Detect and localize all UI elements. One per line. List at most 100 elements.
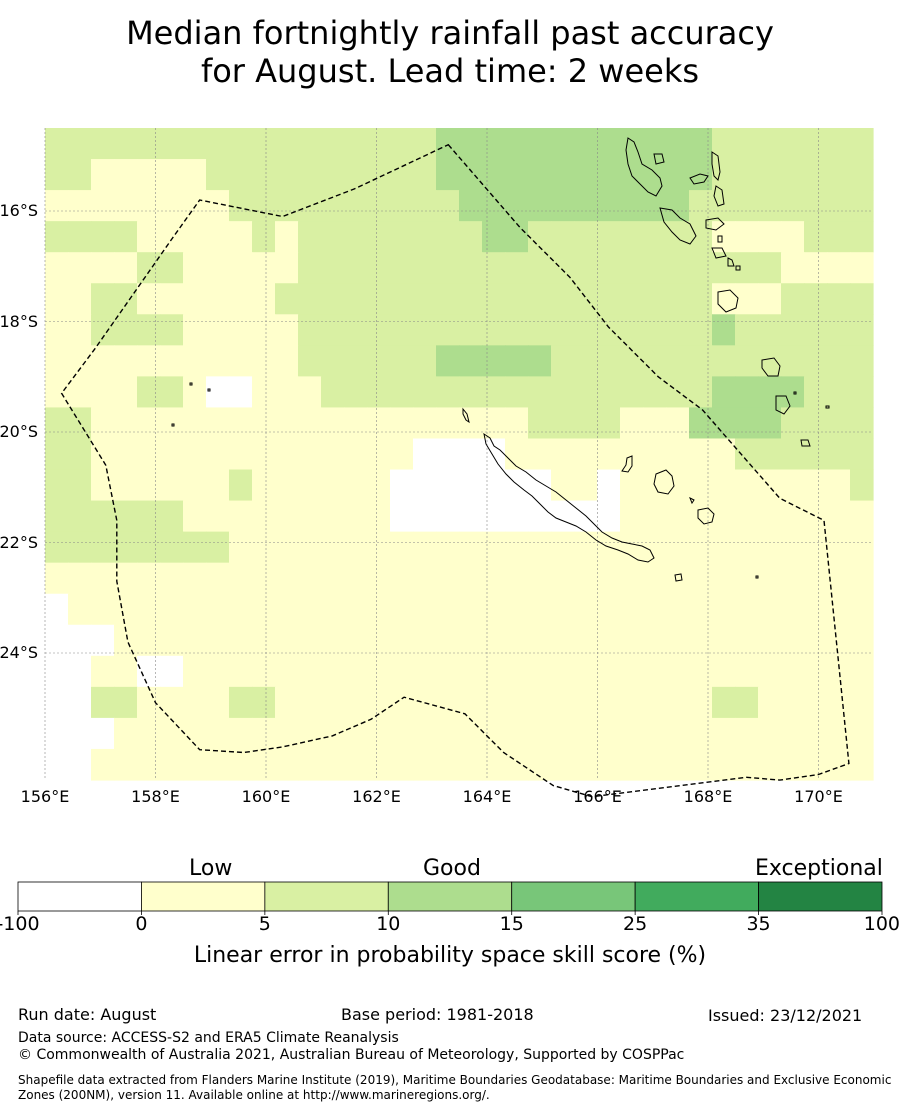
grid-cell bbox=[620, 655, 644, 688]
skill-score-grid bbox=[45, 128, 874, 781]
grid-cell bbox=[551, 655, 575, 688]
grid-cell bbox=[804, 190, 828, 222]
grid-cell bbox=[275, 593, 299, 626]
grid-cell bbox=[597, 159, 621, 191]
grid-cell bbox=[482, 593, 506, 626]
grid-cell bbox=[505, 655, 529, 688]
category-low: Low bbox=[189, 856, 233, 881]
grid-cell bbox=[850, 407, 874, 440]
grid-cell bbox=[827, 314, 851, 346]
grid-cell bbox=[712, 159, 736, 191]
grid-cell bbox=[528, 314, 552, 346]
grid-cell bbox=[206, 252, 230, 284]
colorbar-tick-label: 10 bbox=[376, 913, 401, 935]
latitude-label: 18°S bbox=[0, 311, 38, 331]
grid-cell bbox=[758, 562, 782, 595]
grid-cell bbox=[781, 283, 805, 315]
grid-cell bbox=[643, 531, 667, 564]
grid-cell bbox=[298, 159, 322, 191]
grid-cell bbox=[620, 128, 644, 160]
grid-cell bbox=[183, 252, 207, 284]
grid-cell bbox=[597, 376, 621, 409]
grid-cell bbox=[275, 500, 299, 533]
grid-cell bbox=[45, 345, 69, 377]
grid-cell bbox=[712, 376, 736, 409]
grid-cell bbox=[91, 190, 115, 222]
grid-cell bbox=[229, 500, 253, 533]
colorbar-segment bbox=[511, 881, 636, 912]
grid-cell bbox=[183, 593, 207, 626]
grid-cell bbox=[114, 128, 138, 160]
grid-cell bbox=[781, 190, 805, 222]
grid-cell bbox=[574, 252, 598, 284]
grid-cell bbox=[712, 686, 736, 719]
grid-cell bbox=[229, 562, 253, 595]
grid-cell bbox=[321, 190, 345, 222]
grid-cell bbox=[91, 469, 115, 502]
grid-cell bbox=[643, 717, 667, 750]
grid-cell bbox=[114, 469, 138, 502]
grid-cell bbox=[298, 283, 322, 315]
grid-cell bbox=[758, 376, 782, 409]
grid-cell bbox=[735, 283, 759, 315]
grid-cell bbox=[183, 376, 207, 409]
grid-cell bbox=[160, 314, 184, 346]
grid-cell bbox=[275, 159, 299, 191]
grid-cell bbox=[160, 221, 184, 253]
grid-cell bbox=[781, 469, 805, 502]
grid-cell bbox=[666, 686, 690, 719]
grid-cell bbox=[413, 438, 437, 471]
grid-cell bbox=[528, 562, 552, 595]
grid-cell bbox=[413, 717, 437, 750]
grid-cell bbox=[413, 283, 437, 315]
grid-cell bbox=[252, 748, 276, 781]
grid-cell bbox=[137, 159, 161, 191]
grid-cell bbox=[620, 686, 644, 719]
grid-cell bbox=[482, 531, 506, 564]
grid-cell bbox=[413, 500, 437, 533]
grid-cell bbox=[735, 593, 759, 626]
grid-cell bbox=[321, 748, 345, 781]
grid-cell bbox=[160, 624, 184, 657]
grid-cell bbox=[735, 562, 759, 595]
grid-cell bbox=[505, 376, 529, 409]
grid-cell bbox=[436, 624, 460, 657]
grid-cell bbox=[413, 624, 437, 657]
grid-cell bbox=[91, 283, 115, 315]
grid-cell bbox=[206, 717, 230, 750]
grid-cell bbox=[528, 500, 552, 533]
grid-cell bbox=[344, 407, 368, 440]
grid-cell bbox=[436, 221, 460, 253]
grid-cell bbox=[827, 345, 851, 377]
grid-cell bbox=[91, 128, 115, 160]
ambae-island bbox=[689, 173, 709, 185]
grid-cell bbox=[528, 655, 552, 688]
grid-cell bbox=[367, 624, 391, 657]
colorbar-segment bbox=[634, 881, 759, 912]
grid-cell bbox=[390, 252, 414, 284]
grid-cell bbox=[252, 469, 276, 502]
grid-cell bbox=[114, 252, 138, 284]
grid-cell bbox=[436, 376, 460, 409]
grid-cell bbox=[298, 500, 322, 533]
grid-cell bbox=[390, 593, 414, 626]
grid-cell bbox=[666, 345, 690, 377]
grid-cell bbox=[574, 562, 598, 595]
grid-cell bbox=[689, 593, 713, 626]
grid-cell bbox=[45, 159, 69, 191]
grid-cell bbox=[597, 314, 621, 346]
grid-cell bbox=[528, 376, 552, 409]
grid-cell bbox=[137, 438, 161, 471]
grid-cell bbox=[620, 376, 644, 409]
grid-cell bbox=[229, 221, 253, 253]
grid-cell bbox=[758, 531, 782, 564]
grid-cell bbox=[114, 221, 138, 253]
grid-cell bbox=[367, 283, 391, 315]
title-line-2: for August. Lead time: 2 weeks bbox=[200, 52, 700, 90]
colorbar-tick-label: -100 bbox=[0, 913, 40, 935]
grid-cell bbox=[45, 655, 69, 688]
grid-cell bbox=[827, 252, 851, 284]
grid-cell bbox=[367, 717, 391, 750]
grid-cell bbox=[436, 686, 460, 719]
